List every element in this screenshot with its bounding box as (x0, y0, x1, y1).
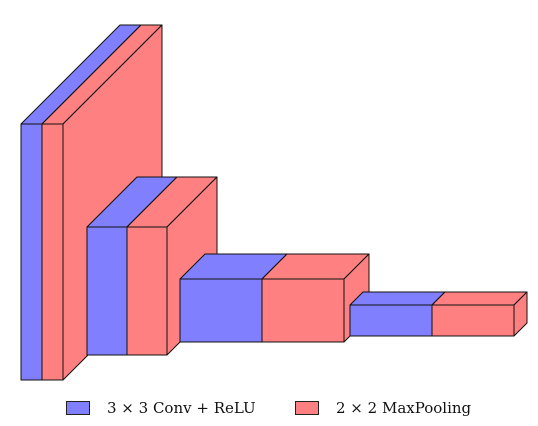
pool-block-front-face (431, 304, 515, 337)
pool-layer-block (431, 291, 528, 337)
conv-block-top-face (349, 291, 446, 306)
pool-block-top-face (431, 291, 528, 306)
pool-block-front-face (126, 226, 168, 356)
conv-layer-block (349, 291, 446, 337)
conv-block-front-face (179, 278, 263, 343)
pool-block-front-face (261, 278, 345, 343)
conv-block-front-face (20, 123, 43, 381)
legend-swatch-pool (295, 401, 319, 415)
stage-4 (349, 291, 528, 337)
conv-block-front-face (349, 304, 433, 337)
stage-1 (20, 24, 163, 381)
legend-item-pool: 2 × 2 MaxPooling (295, 398, 471, 418)
legend-label-conv: 3 × 3 Conv + ReLU (107, 399, 256, 417)
conv-block-front-face (86, 226, 128, 356)
pool-block-front-face (41, 123, 64, 381)
stage-3 (179, 253, 370, 343)
legend-swatch-conv (66, 401, 90, 415)
encoder-blocks (20, 24, 528, 381)
legend-label-pool: 2 × 2 MaxPooling (336, 399, 472, 417)
legend-item-conv: 3 × 3 Conv + ReLU (66, 398, 256, 418)
